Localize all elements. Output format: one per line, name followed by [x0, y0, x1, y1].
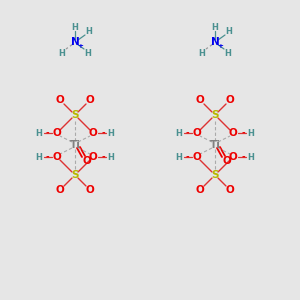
Text: -: - [101, 128, 105, 137]
Text: H: H [36, 152, 42, 161]
Text: O: O [56, 185, 64, 195]
Text: H: H [176, 128, 182, 137]
Text: H: H [176, 152, 182, 161]
Text: H: H [212, 22, 218, 32]
Text: O: O [223, 156, 231, 166]
Text: O: O [52, 128, 62, 138]
Text: O: O [229, 152, 237, 162]
Text: O: O [229, 128, 237, 138]
Text: H: H [248, 152, 254, 161]
Text: H: H [72, 22, 78, 32]
Text: H: H [85, 49, 92, 58]
Text: -: - [241, 152, 245, 161]
Text: H: H [108, 152, 114, 161]
Text: H: H [248, 128, 254, 137]
Text: -: - [101, 152, 105, 161]
Text: +: + [217, 43, 223, 49]
Text: O: O [88, 152, 98, 162]
Text: O: O [85, 185, 94, 195]
Text: +: + [77, 43, 83, 49]
Text: -: - [45, 128, 49, 137]
Text: H: H [36, 128, 42, 137]
Text: -: - [241, 128, 245, 137]
Text: -: - [45, 152, 49, 161]
Text: S: S [71, 110, 79, 120]
Text: S: S [211, 110, 219, 120]
Text: O: O [56, 95, 64, 105]
Text: O: O [196, 95, 204, 105]
Text: N: N [211, 37, 219, 47]
Text: -: - [185, 152, 189, 161]
Text: O: O [82, 156, 91, 166]
Text: O: O [85, 95, 94, 105]
Text: S: S [71, 170, 79, 180]
Text: O: O [193, 152, 201, 162]
Text: Ti: Ti [210, 140, 220, 150]
Text: Ti: Ti [70, 140, 80, 150]
Text: O: O [52, 152, 62, 162]
Text: O: O [88, 128, 98, 138]
Text: O: O [226, 185, 234, 195]
Text: H: H [225, 49, 231, 58]
Text: -: - [185, 128, 189, 137]
Text: H: H [58, 49, 65, 58]
Text: H: H [108, 128, 114, 137]
Text: H: H [85, 28, 92, 37]
Text: H: H [199, 49, 206, 58]
Text: H: H [226, 28, 232, 37]
Text: O: O [193, 128, 201, 138]
Text: N: N [70, 37, 80, 47]
Text: O: O [196, 185, 204, 195]
Text: O: O [226, 95, 234, 105]
Text: S: S [211, 170, 219, 180]
